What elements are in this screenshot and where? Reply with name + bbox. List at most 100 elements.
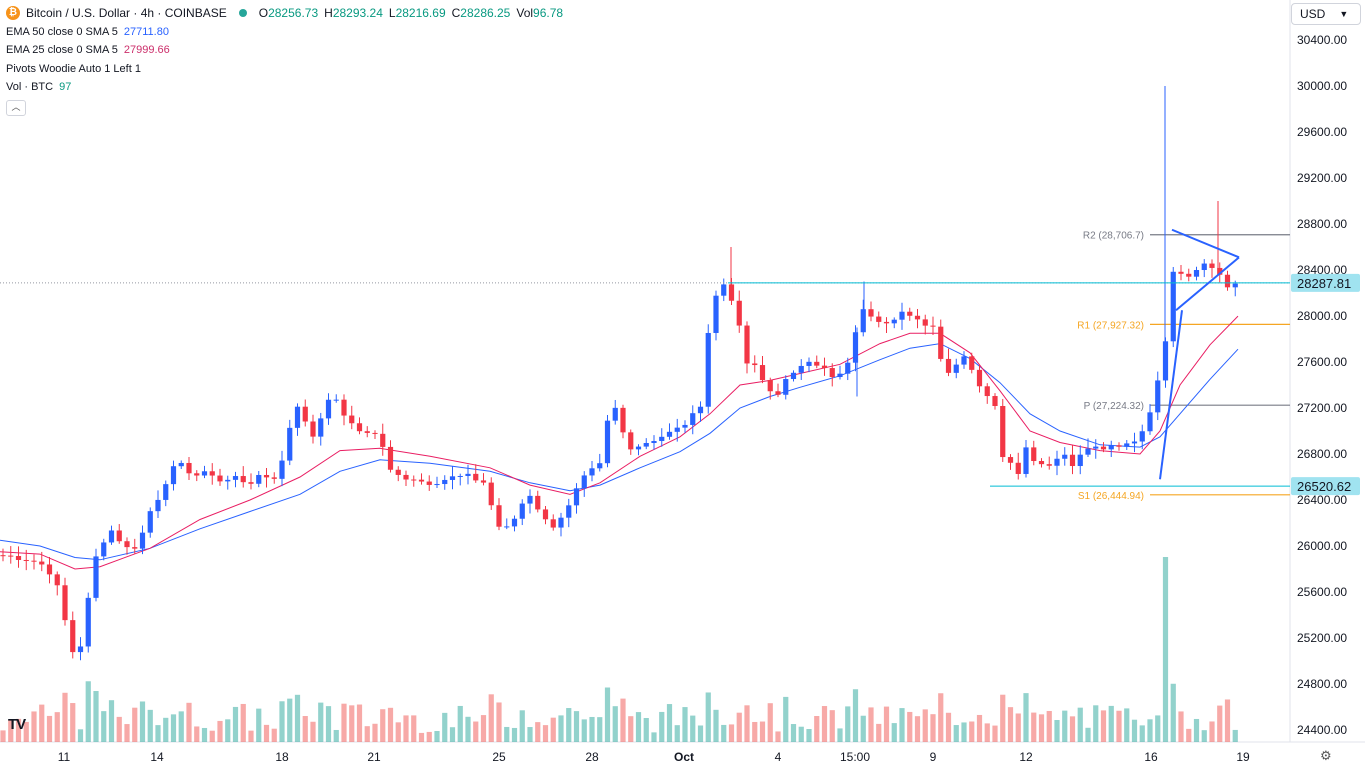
candle-body bbox=[1031, 447, 1037, 462]
volume-bar bbox=[1139, 725, 1145, 742]
volume-bar bbox=[1224, 699, 1231, 742]
candle-body bbox=[519, 503, 525, 519]
time-tick-label: Oct bbox=[674, 750, 694, 764]
gear-icon[interactable]: ⚙ bbox=[1320, 748, 1332, 763]
price-tick-label: 28400.00 bbox=[1297, 263, 1347, 277]
symbol-row[interactable]: ₿ Bitcoin / U.S. Dollar · 4h · COINBASE … bbox=[6, 4, 563, 23]
candle-body bbox=[1100, 446, 1107, 450]
candle-body bbox=[101, 542, 107, 557]
volume-bar bbox=[39, 704, 45, 742]
candle-body bbox=[217, 475, 223, 482]
candle-body bbox=[969, 356, 975, 370]
indicator-ema25[interactable]: EMA 25 close 0 SMA 5 27999.66 bbox=[6, 44, 170, 56]
candle-body bbox=[597, 463, 603, 469]
currency-selector[interactable]: USD ▼ bbox=[1291, 3, 1361, 25]
candle-body bbox=[1147, 412, 1153, 432]
volume-bar bbox=[860, 715, 866, 742]
volume-bar bbox=[1062, 710, 1068, 742]
volume-bar bbox=[682, 707, 688, 742]
time-scale[interactable]: 11 14 18 21 25 28 Oct 4 15:00 9 12 16 19 bbox=[0, 741, 1365, 764]
candle-body bbox=[1131, 441, 1138, 444]
candle-body bbox=[550, 519, 556, 528]
candle-body bbox=[194, 473, 200, 476]
candle-body bbox=[411, 479, 417, 481]
volume-bar bbox=[806, 729, 812, 742]
volume-bar bbox=[907, 711, 913, 742]
candle-body bbox=[15, 556, 22, 560]
price-tick-label: 24800.00 bbox=[1297, 677, 1347, 691]
volume-bar bbox=[659, 711, 665, 742]
price-scale[interactable]: 30400.00 30000.00 29600.00 29200.00 28800.00… bbox=[1289, 0, 1347, 742]
price-labels: 28287.81 26520.62 bbox=[1291, 273, 1360, 496]
candle-body bbox=[147, 511, 153, 533]
candle-body bbox=[806, 361, 812, 366]
volume-bar bbox=[1077, 707, 1083, 742]
volume-bar bbox=[77, 729, 84, 742]
volume-bar bbox=[814, 716, 820, 742]
indicator-ema50[interactable]: EMA 50 close 0 SMA 5 27711.80 bbox=[6, 25, 169, 38]
volume-bar bbox=[1155, 715, 1161, 742]
candlesticks bbox=[0, 86, 1238, 661]
candle-body bbox=[659, 436, 665, 442]
volume-bar bbox=[395, 722, 401, 742]
volume-bar bbox=[85, 681, 91, 742]
candle-body bbox=[674, 427, 680, 432]
volume-bar bbox=[124, 724, 130, 742]
candle-body bbox=[1201, 263, 1207, 271]
price-tick-label: 29600.00 bbox=[1297, 125, 1347, 139]
candle-body bbox=[395, 469, 401, 475]
volume-bar bbox=[418, 732, 425, 742]
candle-body bbox=[643, 443, 649, 447]
candle-body bbox=[1093, 446, 1099, 449]
candle-body bbox=[573, 488, 580, 506]
candle-body bbox=[790, 372, 797, 380]
candle-body bbox=[589, 468, 595, 476]
tradingview-logo-icon[interactable]: TV bbox=[8, 716, 26, 733]
candle-body bbox=[1007, 457, 1014, 463]
price-axis-label: 28287.81 bbox=[1297, 276, 1351, 291]
candle-body bbox=[403, 474, 409, 480]
candle-body bbox=[325, 399, 332, 419]
ema-lines bbox=[0, 315, 1239, 570]
candle-body bbox=[713, 295, 719, 333]
candle-body bbox=[418, 479, 425, 482]
candle-body bbox=[116, 530, 122, 542]
pennant-lower-line bbox=[1175, 256, 1240, 312]
volume-bar bbox=[713, 709, 719, 742]
bitcoin-icon: ₿ bbox=[6, 6, 20, 21]
symbol-title[interactable]: Bitcoin / U.S. Dollar · 4h · COINBASE bbox=[26, 6, 227, 20]
collapse-legend-button[interactable]: ︿ bbox=[6, 99, 26, 116]
candle-body bbox=[287, 427, 293, 461]
time-tick-label: 9 bbox=[930, 750, 937, 764]
candle-body bbox=[1170, 271, 1176, 342]
candle-body bbox=[1186, 273, 1192, 277]
volume-bar bbox=[209, 730, 215, 742]
price-tick-label: 27200.00 bbox=[1297, 401, 1347, 415]
candle-body bbox=[961, 356, 967, 365]
volume-bar bbox=[829, 710, 835, 742]
time-tick-label: 16 bbox=[1144, 750, 1158, 764]
chart-legend: ₿ Bitcoin / U.S. Dollar · 4h · COINBASE … bbox=[6, 4, 563, 116]
candle-body bbox=[767, 380, 773, 392]
candle-body bbox=[1062, 454, 1068, 459]
candle-body bbox=[736, 300, 742, 326]
candle-body bbox=[535, 495, 541, 510]
volume-bar bbox=[1069, 716, 1076, 742]
candle-body bbox=[473, 473, 479, 481]
time-tick-label: 15:00 bbox=[840, 750, 870, 764]
price-axis-label-bg bbox=[1291, 477, 1360, 496]
volume-bar bbox=[930, 714, 936, 742]
price-tick-label: 26000.00 bbox=[1297, 539, 1347, 553]
candle-body bbox=[178, 462, 184, 467]
candle-body bbox=[480, 480, 487, 483]
ema50-line bbox=[0, 343, 1239, 561]
indicator-pivots[interactable]: Pivots Woodie Auto 1 Left 1 bbox=[6, 62, 141, 75]
volume-bar bbox=[23, 721, 29, 742]
volume-bar bbox=[356, 704, 363, 742]
indicator-volume[interactable]: Vol · BTC 97 bbox=[6, 81, 72, 93]
volume-bar bbox=[876, 723, 882, 742]
volume-bar bbox=[1085, 727, 1091, 742]
pivot-label: R2 (28,706.7) bbox=[1083, 231, 1144, 242]
candle-body bbox=[163, 484, 169, 500]
